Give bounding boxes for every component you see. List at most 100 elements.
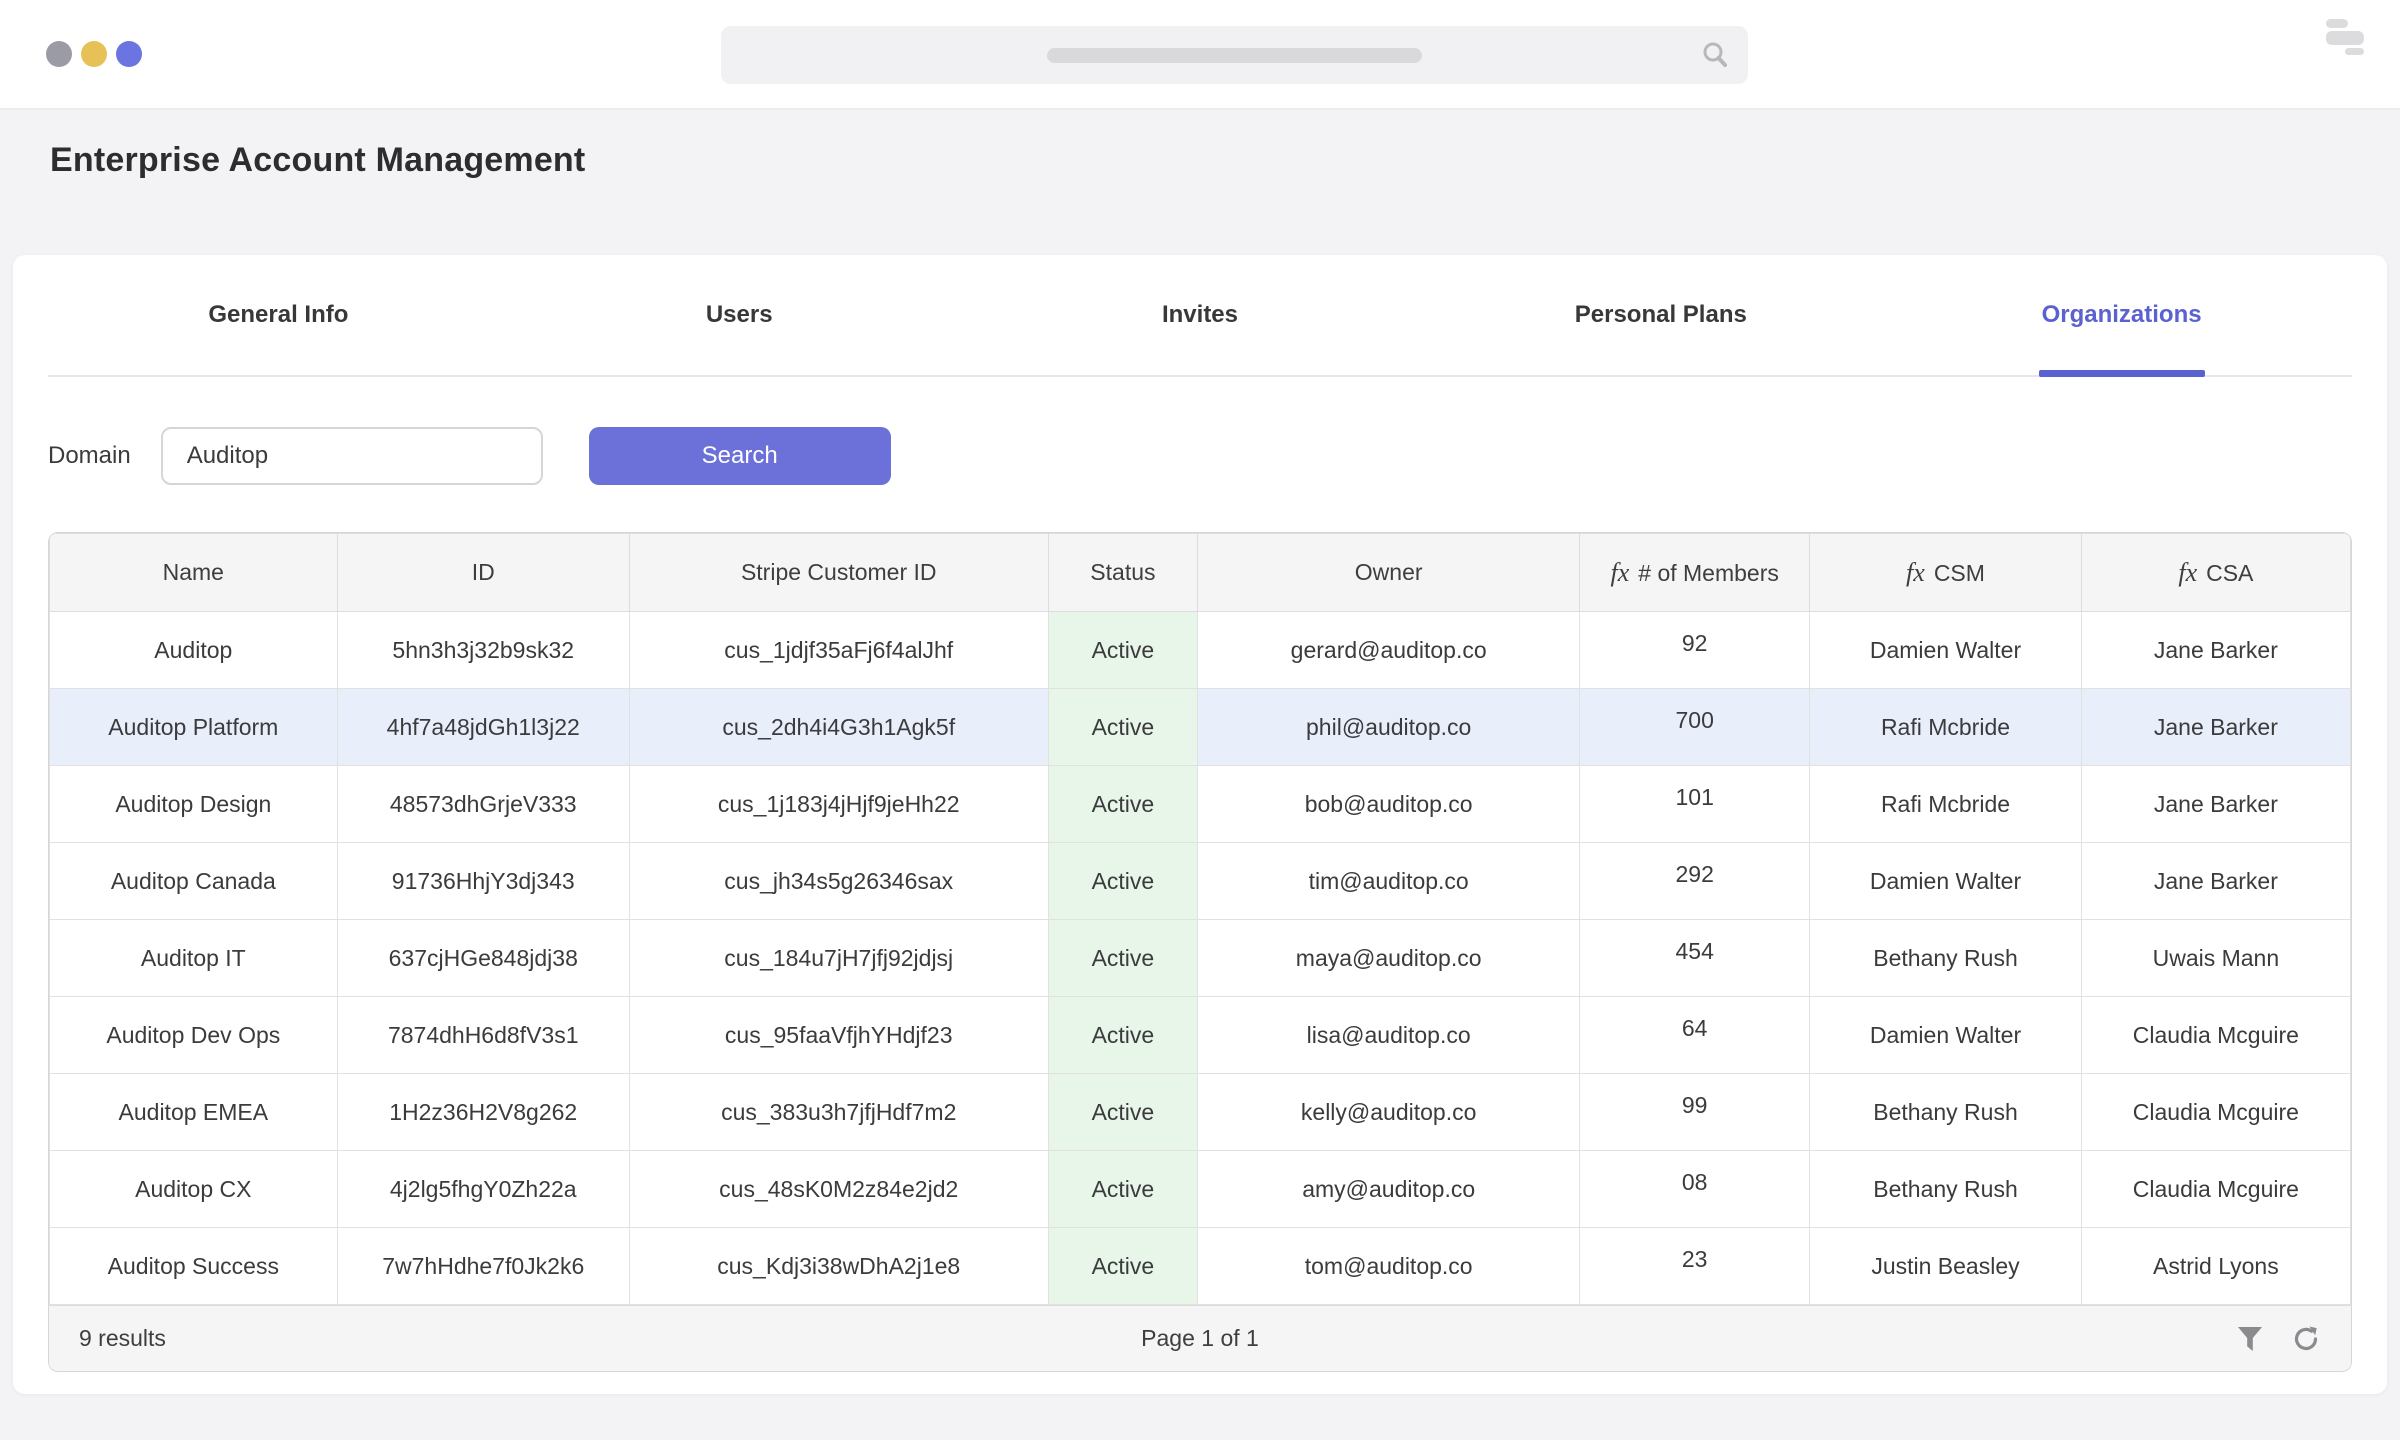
table-row[interactable]: Auditop IT 637cjHGe848jdj38 cus_184u7jH7… xyxy=(49,919,2351,997)
org-id: 91736HhjY3dj343 xyxy=(336,842,630,920)
window-dot-gray[interactable] xyxy=(46,41,72,67)
org-name: Auditop EMEA xyxy=(49,1073,338,1151)
tab-personal-plans[interactable]: Personal Plans xyxy=(1574,301,1747,328)
col-header-name: Name xyxy=(49,533,338,612)
table-row[interactable]: Auditop Dev Ops 7874dhH6d8fV3s1 cus_95fa… xyxy=(49,996,2351,1074)
col-header-owner: Owner xyxy=(1197,533,1581,612)
member-count: 23 xyxy=(1579,1227,1811,1305)
member-count: 92 xyxy=(1579,611,1811,689)
owner-email: maya@auditop.co xyxy=(1197,919,1581,997)
owner-email: lisa@auditop.co xyxy=(1197,996,1581,1074)
formula-icon: fx xyxy=(2178,557,2198,587)
filter-icon[interactable] xyxy=(2237,1325,2263,1353)
csa-name: Jane Barker xyxy=(2080,765,2351,843)
col-header-csa: fx CSA xyxy=(2080,533,2351,612)
col-header-id: ID xyxy=(336,533,630,612)
search-icon[interactable] xyxy=(1700,40,1730,70)
org-id: 637cjHGe848jdj38 xyxy=(336,919,630,997)
org-name: Auditop Dev Ops xyxy=(49,996,338,1074)
member-count: 99 xyxy=(1579,1073,1811,1151)
csm-name: Justin Beasley xyxy=(1809,1227,2082,1305)
org-name: Auditop Platform xyxy=(49,688,338,766)
owner-email: bob@auditop.co xyxy=(1197,765,1581,843)
window-dot-blue[interactable] xyxy=(116,41,142,67)
organizations-table: Name ID Stripe Customer ID Status Owner … xyxy=(48,532,2352,1372)
owner-email: gerard@auditop.co xyxy=(1197,611,1581,689)
formula-icon: fx xyxy=(1906,557,1925,587)
org-id: 5hn3h3j32b9sk32 xyxy=(336,611,630,689)
csm-name: Rafi Mcbride xyxy=(1809,765,2082,843)
stripe-customer-id: cus_383u3h7jfjHdf7m2 xyxy=(628,1073,1049,1151)
tab-organizations[interactable]: Organizations xyxy=(1891,255,2352,377)
status-badge: Active xyxy=(1047,919,1199,997)
member-count: 292 xyxy=(1579,842,1811,920)
table-row[interactable]: Auditop Success 7w7hHdhe7f0Jk2k6 cus_Kdj… xyxy=(49,1227,2351,1305)
csm-name: Rafi Mcbride xyxy=(1809,688,2082,766)
col-header-stripe-customer-id: Stripe Customer ID xyxy=(628,533,1049,612)
results-count: 9 results xyxy=(79,1325,166,1351)
domain-input[interactable] xyxy=(160,427,543,485)
csm-name: Damien Walter xyxy=(1809,842,2082,920)
org-id: 48573dhGrjeV333 xyxy=(336,765,630,843)
csm-name: Bethany Rush xyxy=(1809,1150,2082,1228)
col-header-csm: fx CSM xyxy=(1809,533,2082,612)
table-header-row: Name ID Stripe Customer ID Status Owner … xyxy=(49,533,2351,612)
table-row[interactable]: Auditop CX 4j2lg5fhgY0Zh22a cus_48sK0M2z… xyxy=(49,1150,2351,1228)
col-header-status: Status xyxy=(1047,533,1199,612)
org-id: 1H2z36H2V8g262 xyxy=(336,1073,630,1151)
org-id: 7874dhH6d8fV3s1 xyxy=(336,996,630,1074)
window-dot-yellow[interactable] xyxy=(81,41,107,67)
org-name: Auditop Design xyxy=(49,765,338,843)
search-button[interactable]: Search xyxy=(588,427,891,485)
table-row[interactable]: Auditop 5hn3h3j32b9sk32 cus_1jdjf35aFj6f… xyxy=(49,611,2351,689)
stacked-bars-icon[interactable] xyxy=(2326,19,2366,55)
org-id: 4j2lg5fhgY0Zh22a xyxy=(336,1150,630,1228)
csa-name: Jane Barker xyxy=(2080,611,2351,689)
owner-email: phil@auditop.co xyxy=(1197,688,1581,766)
window-controls xyxy=(46,41,142,67)
stripe-customer-id: cus_2dh4i4G3h1Agk5f xyxy=(628,688,1049,766)
tab-general-info[interactable]: General Info xyxy=(208,301,349,328)
csm-name: Damien Walter xyxy=(1809,611,2082,689)
csm-name: Damien Walter xyxy=(1809,996,2082,1074)
stripe-customer-id: cus_1j183j4jHjf9jeHh22 xyxy=(628,765,1049,843)
status-badge: Active xyxy=(1047,1073,1199,1151)
owner-email: tom@auditop.co xyxy=(1197,1227,1581,1305)
status-badge: Active xyxy=(1047,688,1199,766)
owner-email: tim@auditop.co xyxy=(1197,842,1581,920)
member-count: 454 xyxy=(1579,919,1811,997)
status-badge: Active xyxy=(1047,1227,1199,1305)
refresh-icon[interactable] xyxy=(2291,1324,2321,1354)
table-row-highlighted[interactable]: Auditop Platform 4hf7a48jdGh1l3j22 cus_2… xyxy=(49,688,2351,766)
org-id: 7w7hHdhe7f0Jk2k6 xyxy=(336,1227,630,1305)
stripe-customer-id: cus_jh34s5g26346sax xyxy=(628,842,1049,920)
tab-users[interactable]: Users xyxy=(705,301,773,328)
active-tab-underline xyxy=(2038,370,2205,377)
member-count: 08 xyxy=(1579,1150,1811,1228)
org-name: Auditop Canada xyxy=(49,842,338,920)
org-name: Auditop Success xyxy=(49,1227,338,1305)
col-header-members: fx # of Members xyxy=(1579,533,1811,612)
member-count: 64 xyxy=(1579,996,1811,1074)
status-badge: Active xyxy=(1047,765,1199,843)
stripe-customer-id: cus_48sK0M2z84e2jd2 xyxy=(628,1150,1049,1228)
stripe-customer-id: cus_1jdjf35aFj6f4alJhf xyxy=(628,611,1049,689)
table-row[interactable]: Auditop Canada 91736HhjY3dj343 cus_jh34s… xyxy=(49,842,2351,920)
domain-label: Domain xyxy=(48,442,131,469)
csa-name: Claudia Mcguire xyxy=(2080,1073,2351,1151)
csa-name: Uwais Mann xyxy=(2080,919,2351,997)
domain-filter-row: Domain Search xyxy=(48,427,2352,485)
stripe-customer-id: cus_184u7jH7jfj92jdjsj xyxy=(628,919,1049,997)
table-footer: 9 results Page 1 of 1 xyxy=(49,1305,2351,1371)
csa-name: Jane Barker xyxy=(2080,842,2351,920)
status-badge: Active xyxy=(1047,1150,1199,1228)
tab-invites[interactable]: Invites xyxy=(1161,301,1238,328)
formula-icon: fx xyxy=(1610,557,1630,587)
csa-name: Claudia Mcguire xyxy=(2080,996,2351,1074)
browser-address-bar[interactable] xyxy=(721,26,1748,84)
stripe-customer-id: cus_Kdj3i38wDhA2j1e8 xyxy=(628,1227,1049,1305)
table-row[interactable]: Auditop Design 48573dhGrjeV333 cus_1j183… xyxy=(49,765,2351,843)
csa-name: Astrid Lyons xyxy=(2080,1227,2351,1305)
page-indicator: Page 1 of 1 xyxy=(1141,1325,1259,1351)
table-row[interactable]: Auditop EMEA 1H2z36H2V8g262 cus_383u3h7j… xyxy=(49,1073,2351,1151)
